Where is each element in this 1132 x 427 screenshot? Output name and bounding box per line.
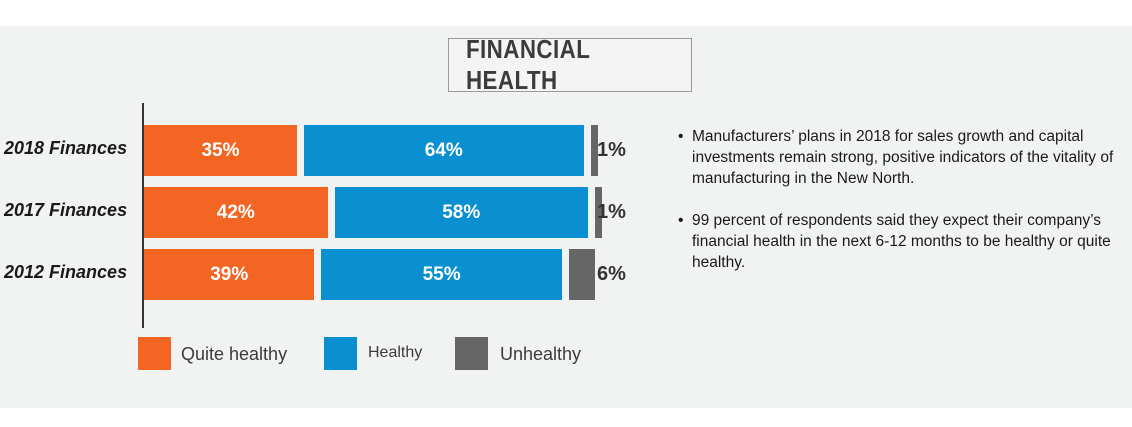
notes-list: • Manufacturers’ plans in 2018 for sales…	[678, 126, 1118, 294]
legend-swatch	[138, 337, 171, 370]
chart-title: FINANCIAL HEALTH	[465, 34, 590, 95]
bullet-icon: •	[678, 128, 684, 145]
data-label: 39%	[210, 263, 249, 285]
legend-swatch	[455, 337, 488, 370]
data-label: 6%	[597, 263, 626, 285]
data-label: 64%	[424, 139, 463, 161]
bar-unhealthy	[590, 125, 598, 176]
note-item: • 99 percent of respondents said they ex…	[678, 210, 1118, 273]
data-label: 55%	[422, 263, 461, 285]
bar-unhealthy	[568, 249, 595, 300]
note-text: 99 percent of respondents said they expe…	[692, 212, 1111, 271]
note-text: Manufacturers’ plans in 2018 for sales g…	[692, 128, 1114, 187]
category-label: 2017 Finances	[4, 200, 128, 220]
bar-unhealthy	[595, 187, 602, 238]
bar-quite-healthy: 42%	[144, 187, 328, 238]
legend-label: Quite healthy	[181, 344, 288, 364]
category-label: 2012 Finances	[4, 262, 128, 282]
note-item: • Manufacturers’ plans in 2018 for sales…	[678, 126, 1118, 189]
legend-label: Healthy	[368, 344, 423, 361]
bullet-icon: •	[678, 212, 684, 229]
legend-swatch	[324, 337, 357, 370]
category-label: 2018 Finances	[4, 138, 128, 158]
bar-healthy: 64%	[303, 125, 584, 176]
data-label: 1%	[597, 201, 626, 223]
category-axis-line	[142, 103, 144, 328]
legend-label: Unhealthy	[500, 344, 582, 364]
bar-quite-healthy: 35%	[144, 125, 297, 176]
chart-title-box: FINANCIAL HEALTH	[448, 34, 692, 95]
data-label: 1%	[597, 139, 626, 161]
bar-quite-healthy: 39%	[144, 249, 315, 300]
data-label: 58%	[442, 201, 481, 223]
bar-healthy: 55%	[321, 249, 562, 300]
bar-healthy: 58%	[334, 187, 588, 238]
data-label: 42%	[216, 201, 255, 223]
data-label: 35%	[201, 139, 240, 161]
